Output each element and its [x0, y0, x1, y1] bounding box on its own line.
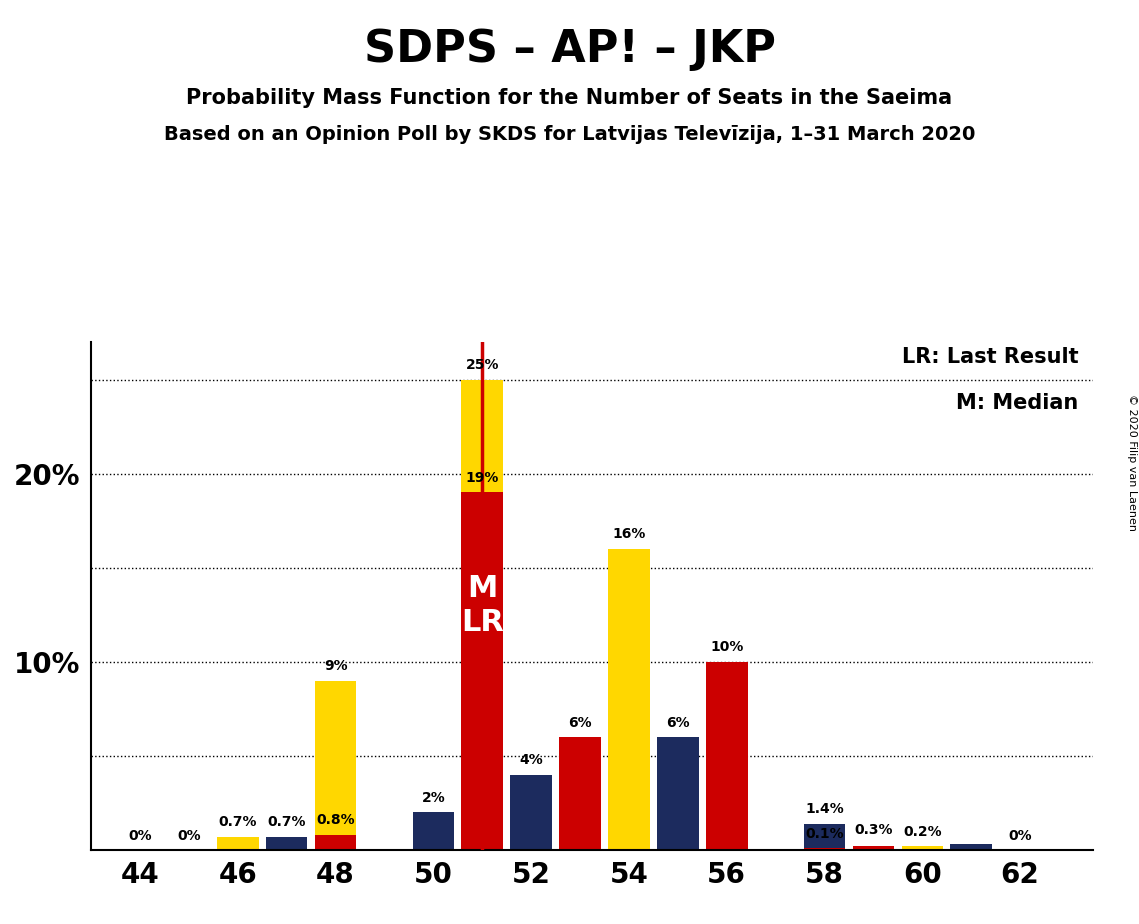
Text: 0.7%: 0.7%	[268, 815, 306, 830]
Bar	[853, 846, 894, 850]
Bar	[412, 812, 454, 850]
Bar	[657, 737, 698, 850]
Bar	[510, 775, 552, 850]
Text: 6%: 6%	[568, 715, 592, 730]
Text: 0.2%: 0.2%	[903, 825, 942, 839]
Text: 0.3%: 0.3%	[854, 823, 893, 837]
Text: M
LR: M LR	[461, 574, 503, 637]
Bar	[461, 492, 503, 850]
Bar	[804, 848, 845, 850]
Bar	[461, 380, 503, 850]
Bar	[218, 837, 259, 850]
Bar	[804, 823, 845, 850]
Text: 4%: 4%	[519, 753, 543, 767]
Bar	[265, 837, 308, 850]
Bar	[559, 737, 601, 850]
Bar	[314, 835, 357, 850]
Text: 6%: 6%	[666, 715, 689, 730]
Bar	[902, 846, 943, 850]
Bar	[706, 662, 747, 850]
Text: 9%: 9%	[323, 659, 347, 674]
Text: M: Median: M: Median	[956, 393, 1079, 413]
Text: 10%: 10%	[710, 640, 744, 654]
Text: 0%: 0%	[177, 829, 200, 843]
Text: 0%: 0%	[129, 829, 151, 843]
Text: 0.8%: 0.8%	[317, 813, 355, 828]
Text: 0%: 0%	[1008, 829, 1032, 843]
Text: SDPS – AP! – JKP: SDPS – AP! – JKP	[363, 28, 776, 71]
Text: LR: Last Result: LR: Last Result	[902, 346, 1079, 367]
Text: © 2020 Filip van Laenen: © 2020 Filip van Laenen	[1126, 394, 1137, 530]
Bar	[608, 549, 649, 850]
Text: 0.1%: 0.1%	[805, 827, 844, 841]
Bar	[314, 681, 357, 850]
Text: 0.7%: 0.7%	[219, 815, 257, 830]
Text: 16%: 16%	[613, 528, 646, 541]
Text: Probability Mass Function for the Number of Seats in the Saeima: Probability Mass Function for the Number…	[187, 88, 952, 108]
Text: Based on an Opinion Poll by SKDS for Latvijas Televīzija, 1–31 March 2020: Based on an Opinion Poll by SKDS for Lat…	[164, 125, 975, 144]
Text: 1.4%: 1.4%	[805, 802, 844, 816]
Bar	[950, 845, 992, 850]
Text: 2%: 2%	[421, 791, 445, 805]
Text: 19%: 19%	[466, 471, 499, 485]
Text: 25%: 25%	[466, 358, 499, 372]
